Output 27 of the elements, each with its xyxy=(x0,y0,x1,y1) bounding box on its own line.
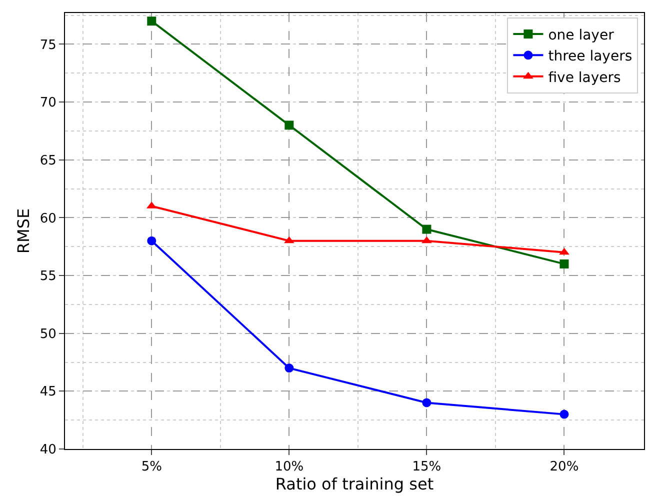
point xyxy=(422,224,432,234)
y-tick-label: 40 xyxy=(40,442,56,458)
x-tick-label: 10% xyxy=(274,460,304,475)
x-tick-label: 5% xyxy=(141,460,162,475)
point xyxy=(284,364,294,373)
legend-label: five layers xyxy=(548,70,621,86)
y-tick-label: 55 xyxy=(40,269,56,284)
point xyxy=(147,16,156,26)
x-tick-label: 20% xyxy=(550,460,579,475)
legend-label: three layers xyxy=(548,48,632,65)
y-tick-label: 50 xyxy=(40,326,56,342)
point xyxy=(560,410,569,419)
y-tick-label: 75 xyxy=(40,38,56,53)
x-axis-title: Ratio of training set xyxy=(275,474,434,494)
point xyxy=(422,398,432,408)
y-tick-label: 60 xyxy=(40,211,56,226)
y-tick-label: 45 xyxy=(40,384,56,400)
point xyxy=(560,259,569,268)
point xyxy=(147,236,156,246)
point xyxy=(284,120,294,130)
y-tick-label: 70 xyxy=(40,96,56,111)
y-tick-label: 65 xyxy=(40,153,56,168)
x-tick-label: 15% xyxy=(412,460,442,475)
legend-label: one layer xyxy=(548,27,614,44)
point xyxy=(422,236,432,244)
y-axis-title: RMSE xyxy=(14,208,33,254)
point xyxy=(559,248,570,255)
